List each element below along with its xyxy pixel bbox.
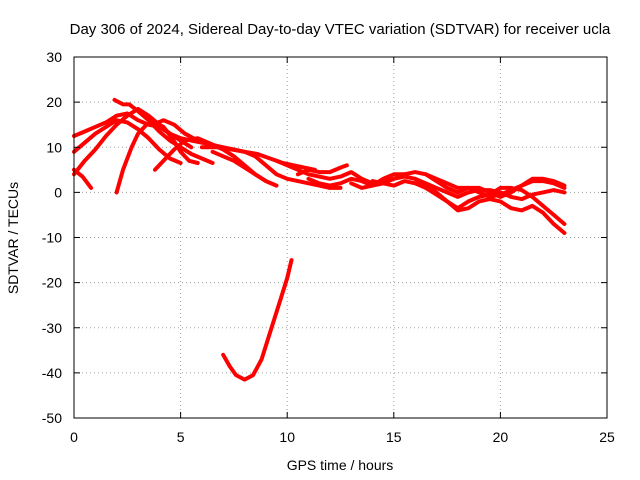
series-line-pass-5 <box>112 97 215 165</box>
x-tick-label: 20 <box>493 429 509 445</box>
x-tick-label: 15 <box>386 429 402 445</box>
y-tick-label: 30 <box>46 49 62 65</box>
y-tick-label: 0 <box>54 184 62 200</box>
chart-title: Day 306 of 2024, Sidereal Day-to-day VTE… <box>70 21 611 38</box>
series-line-pass-2 <box>72 118 183 165</box>
y-tick-label: -20 <box>42 275 62 291</box>
series-group <box>72 97 567 382</box>
series-line-pass-16 <box>370 179 567 226</box>
series-line-pass-17 <box>413 176 567 235</box>
series-line-pass-10 <box>210 149 279 188</box>
x-axis-label: GPS time / hours <box>287 457 394 473</box>
y-axis-label: SDTVAR / TECUs <box>5 182 21 294</box>
tick-labels: 0 5 10 15 20 25 -50 -40 -30 -20 -10 0 10 20 30 <box>42 49 615 445</box>
x-tick-label: 10 <box>279 429 295 445</box>
y-tick-label: -10 <box>42 230 62 246</box>
y-tick-label: 20 <box>46 94 62 110</box>
series-line-pass-18 <box>423 172 567 199</box>
plot-frame <box>73 56 608 419</box>
series-line-pass-9 <box>199 145 343 190</box>
x-tick-label: 5 <box>177 429 185 445</box>
series-line-pass-13 <box>295 163 349 177</box>
x-tick-label: 0 <box>70 429 78 445</box>
y-tick-label: -40 <box>42 365 62 381</box>
y-tick-label: 10 <box>46 139 62 155</box>
y-tick-label: -30 <box>42 320 62 336</box>
grid <box>74 57 607 418</box>
series-line-pass-11 <box>221 258 294 382</box>
y-tick-label: -50 <box>42 410 62 426</box>
series-line-pass-14 <box>306 174 567 202</box>
x-tick-label: 25 <box>599 429 615 445</box>
